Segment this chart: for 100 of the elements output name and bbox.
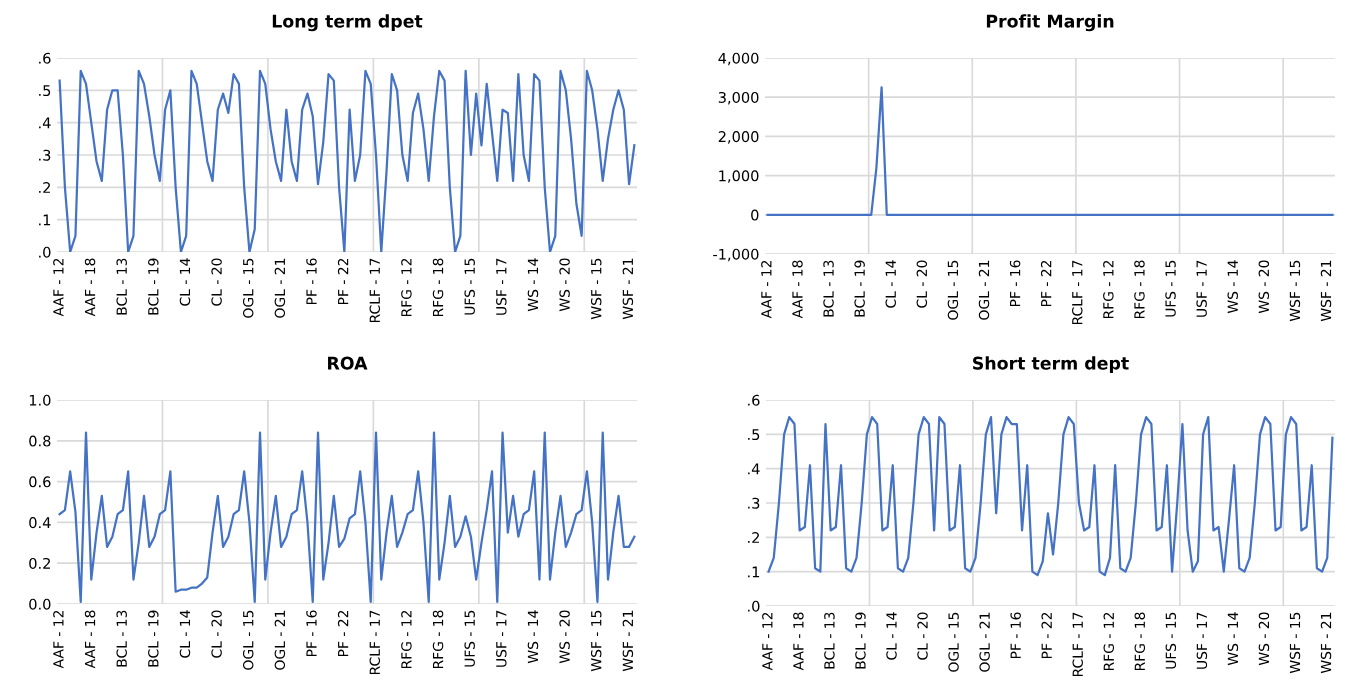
- y-tick-label: .0: [39, 246, 51, 258]
- x-tick-label: PF - 16: [306, 258, 317, 305]
- x-tick-label: PF - 22: [1040, 260, 1052, 307]
- x-tick-label: WS - 20: [1258, 260, 1270, 314]
- x-tick-label: CL - 14: [886, 612, 897, 660]
- y-tick-label: 4,000: [718, 52, 759, 66]
- x-tick-label: AAF - 18: [84, 610, 96, 669]
- x-tick-label: AAF - 18: [84, 258, 96, 317]
- x-tick-label: WSF - 15: [590, 258, 602, 320]
- x-tick-label: AAF - 18: [792, 260, 803, 319]
- x-tick-label: OGL - 21: [978, 260, 990, 320]
- x-tick-label: USF - 17: [1196, 260, 1207, 317]
- chart-title: Short term dept: [973, 356, 1129, 374]
- x-tick-label: RCLF - 17: [1072, 612, 1083, 677]
- x-tick-label: WS - 14: [1227, 612, 1239, 666]
- chart-title: Long term dpet: [272, 14, 423, 32]
- y-tick-label: 0: [751, 209, 759, 221]
- x-tick-label: OGL - 21: [274, 610, 286, 670]
- x-tick-label: OGL - 15: [947, 260, 959, 320]
- y-tick-label: .1: [39, 214, 51, 226]
- chart-title: Profit Margin: [986, 14, 1114, 32]
- y-tick-label: 0.4: [29, 517, 51, 529]
- x-tick-label: WSF - 15: [1289, 612, 1301, 674]
- x-tick-label: OGL - 15: [242, 258, 254, 318]
- x-tick-label: CL - 20: [211, 610, 222, 658]
- x-tick-label: WSF - 21: [1320, 260, 1332, 322]
- x-tick-label: WS - 14: [1227, 260, 1238, 314]
- x-tick-label: RFG - 12: [1103, 612, 1115, 671]
- x-tick-label: AAF - 18: [793, 612, 804, 671]
- x-tick-label: RFG - 18: [432, 610, 444, 669]
- x-tick-label: RFG - 12: [401, 610, 412, 669]
- x-tick-label: RFG - 18: [1134, 612, 1146, 671]
- y-tick-label: .5: [39, 85, 51, 97]
- y-tick-label: 1,000: [719, 170, 759, 183]
- x-tick-label: USF - 17: [1196, 612, 1208, 669]
- x-tick-label: OGL - 21: [274, 258, 286, 318]
- x-tick-label: WS - 20: [1258, 612, 1270, 666]
- y-tick-label: .1: [748, 566, 760, 578]
- x-tick-label: WS - 14: [527, 258, 539, 312]
- y-tick-label: 0.6: [29, 476, 51, 488]
- y-tick-label: 0.0: [29, 598, 51, 610]
- x-tick-label: BCL - 13: [116, 610, 127, 667]
- y-tick-label: .6: [39, 52, 51, 64]
- x-tick-label: WS - 20: [559, 610, 570, 664]
- y-tick-label: 2,000: [718, 131, 759, 144]
- y-tick-label: 0.8: [29, 435, 51, 447]
- x-tick-label: USF - 17: [496, 258, 507, 315]
- x-tick-label: RFG - 18: [432, 258, 444, 317]
- line-series: [58, 69, 636, 252]
- x-tick-label: WSF - 21: [622, 610, 634, 672]
- x-tick-label: AAF - 12: [761, 260, 772, 319]
- y-tick-label: 3,000: [718, 91, 759, 105]
- x-tick-label: BCL - 19: [855, 612, 866, 669]
- x-tick-label: OGL - 21: [979, 612, 990, 672]
- x-tick-label: BCL - 19: [854, 260, 865, 317]
- x-tick-label: BCL - 13: [824, 612, 835, 669]
- chart-title: ROA: [328, 356, 368, 370]
- x-tick-label: CL - 14: [179, 258, 191, 306]
- x-tick-label: PF - 22: [337, 258, 349, 305]
- x-tick-label: USF - 17: [496, 610, 507, 667]
- x-tick-label: AAF - 12: [53, 258, 64, 317]
- y-tick-label: .4: [748, 463, 760, 475]
- y-tick-label: .5: [748, 429, 760, 441]
- x-tick-label: RCLF - 17: [369, 610, 381, 675]
- y-tick-label: .0: [748, 600, 760, 612]
- x-tick-label: AAF - 12: [762, 612, 773, 671]
- x-tick-label: BCL - 13: [116, 258, 127, 315]
- y-tick-label: .3: [39, 149, 51, 161]
- x-tick-label: BCL - 19: [148, 610, 159, 667]
- x-tick-label: PF - 16: [1009, 260, 1021, 307]
- x-tick-label: PF - 22: [337, 610, 349, 657]
- x-tick-label: WS - 14: [527, 610, 539, 664]
- x-tick-label: PF - 22: [1041, 612, 1052, 659]
- x-tick-label: RFG - 12: [1103, 260, 1114, 319]
- x-tick-label: BCL - 13: [823, 260, 834, 317]
- x-tick-label: CL - 20: [916, 260, 928, 308]
- y-tick-label: .2: [39, 182, 50, 193]
- y-tick-label: .4: [39, 117, 51, 129]
- y-tick-label: 0.2: [29, 557, 50, 569]
- x-tick-label: WSF - 15: [1289, 260, 1301, 322]
- x-tick-label: AAF - 12: [53, 610, 64, 669]
- x-tick-label: RFG - 12: [401, 258, 412, 317]
- x-tick-label: CL - 20: [211, 258, 222, 306]
- x-tick-label: UFS - 15: [464, 610, 475, 667]
- x-tick-label: RCLF - 17: [369, 258, 381, 323]
- y-tick-label: .6: [748, 394, 760, 406]
- line-series: [767, 416, 1334, 577]
- y-tick-label: .2: [748, 532, 759, 543]
- x-tick-label: WS - 20: [559, 258, 570, 312]
- x-tick-label: RCLF - 17: [1072, 260, 1083, 325]
- y-tick-label: .3: [748, 497, 760, 509]
- x-tick-label: WSF - 21: [622, 258, 634, 320]
- x-tick-label: UFS - 15: [1165, 260, 1176, 317]
- x-tick-label: OGL - 15: [242, 610, 254, 670]
- y-tick-label: 1.0: [29, 394, 51, 406]
- x-tick-label: CL - 20: [917, 612, 928, 660]
- x-tick-label: PF - 16: [1010, 612, 1021, 659]
- x-tick-label: CL - 14: [885, 260, 896, 308]
- x-tick-label: WSF - 15: [590, 610, 602, 672]
- x-tick-label: PF - 16: [306, 610, 317, 657]
